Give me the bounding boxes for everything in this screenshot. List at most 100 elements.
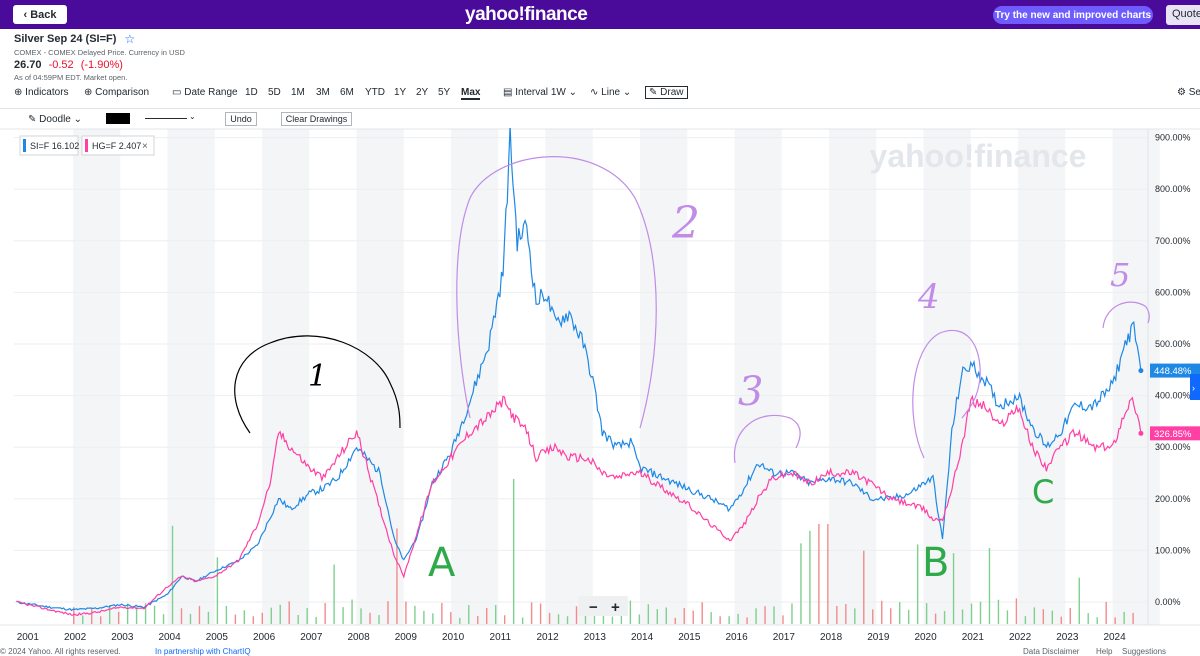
volume-bar	[423, 610, 425, 624]
x-tick-label: 2008	[347, 632, 370, 643]
volume-bar	[1078, 577, 1080, 624]
x-tick-label: 2019	[867, 632, 890, 643]
volume-bar	[441, 602, 443, 624]
volume-bar	[548, 612, 551, 624]
indicators-label: Indicators	[25, 87, 69, 98]
range-2y[interactable]: 2Y	[416, 87, 429, 98]
year-band	[545, 129, 593, 625]
volume-bar	[764, 606, 766, 624]
legend: SI=F 16.102 HG=F 2.407 ×	[19, 135, 155, 156]
chevron-down-icon: ⌄	[568, 87, 577, 98]
doodle-circle-5	[1102, 301, 1150, 329]
exchange-info: COMEX - COMEX Delayed Price. Currency in…	[14, 48, 185, 57]
volume-bar	[665, 607, 667, 624]
legend-si-swatch	[23, 139, 26, 152]
star-icon[interactable]: ☆	[124, 32, 136, 46]
annotation-label-3: 3	[738, 369, 763, 415]
volume-bar	[890, 608, 892, 624]
color-picker[interactable]	[106, 113, 130, 124]
plus-circle-icon: ⊕	[14, 87, 23, 98]
price-chart[interactable]: yahoo!finance 0.00% 100.00% 200.00% 300.00%…	[0, 128, 1200, 646]
volume-bar	[979, 601, 982, 624]
y-tick-label: 700.00%	[1155, 236, 1191, 246]
range-1m[interactable]: 1M	[291, 87, 305, 98]
partnership-link[interactable]: In partnership with ChartIQ	[155, 647, 251, 656]
range-5d[interactable]: 5D	[268, 87, 281, 98]
draw-button[interactable]: ✎ Draw	[645, 86, 688, 99]
volume-bar	[827, 524, 829, 624]
legend-hg-box[interactable]	[81, 135, 155, 156]
range-6m[interactable]: 6M	[340, 87, 354, 98]
x-tick-label: 2022	[1009, 632, 1032, 643]
volume-bar	[1006, 610, 1009, 624]
last-value-label: 326.85%	[1154, 429, 1192, 440]
chevron-left-icon: ‹	[23, 8, 28, 21]
y-tick-label: 400.00%	[1155, 391, 1191, 401]
try-new-charts-button[interactable]: Try the new and improved charts	[993, 6, 1153, 24]
volume-bar	[198, 605, 201, 624]
volume-bar	[575, 606, 578, 624]
clear-drawings-button[interactable]: Clear Drawings	[281, 112, 352, 126]
doodle-tool-select[interactable]: ✎ Doodle ⌄	[28, 114, 82, 125]
volume-bar	[1015, 598, 1018, 624]
settings-button[interactable]: ⚙ Se	[1177, 87, 1200, 98]
panel-expand-handle[interactable]	[1190, 374, 1200, 400]
gear-icon: ⚙	[1177, 87, 1186, 98]
volume-bar	[692, 610, 694, 624]
range-ytd[interactable]: YTD	[365, 87, 385, 98]
volume-bar	[674, 617, 676, 624]
interval-button[interactable]: ▤ Interval 1W ⌄	[503, 87, 577, 98]
date-range-label: Date Range	[184, 87, 238, 98]
back-label: Back	[30, 8, 57, 21]
series-endpoint	[1138, 368, 1144, 374]
close-icon[interactable]: ×	[142, 141, 148, 152]
volume-bar	[602, 611, 605, 624]
quote-button[interactable]: Quote	[1166, 5, 1200, 25]
legend-si-box[interactable]	[19, 135, 79, 156]
year-bands	[73, 129, 1160, 625]
volume-bar	[656, 609, 658, 624]
help-link[interactable]: Help	[1096, 647, 1113, 656]
chart-type-button[interactable]: ∿ Line ⌄	[590, 87, 631, 98]
comparison-button[interactable]: ⊕ Comparison	[84, 87, 149, 98]
volume-bar	[1132, 612, 1134, 624]
volume-bar	[629, 600, 632, 624]
zoom-out-button[interactable]: −	[589, 599, 598, 616]
volume-bar	[387, 601, 389, 624]
line-style-select[interactable]	[145, 118, 187, 119]
undo-button[interactable]: Undo	[225, 112, 257, 126]
range-3m[interactable]: 3M	[316, 87, 330, 98]
range-1d[interactable]: 1D	[245, 87, 258, 98]
doodle-circle-4	[912, 329, 981, 459]
range-1y[interactable]: 1Y	[394, 87, 407, 98]
volume-bar	[288, 601, 290, 624]
date-range-button[interactable]: ▭ Date Range	[172, 87, 238, 98]
volume-bar	[333, 564, 335, 624]
volume-bar	[468, 605, 470, 624]
year-band	[640, 129, 688, 625]
volume-bar	[495, 605, 497, 624]
volume-bar	[135, 607, 138, 624]
data-disclaimer-link[interactable]: Data Disclaimer	[1023, 647, 1080, 656]
chevron-down-icon[interactable]: ⌄	[189, 112, 196, 121]
volume-bar	[701, 602, 703, 624]
suggestions-link[interactable]: Suggestions	[1122, 647, 1167, 656]
doodle-annotations: 1 2 3 4 5 A B C	[234, 156, 1150, 586]
range-max[interactable]: Max	[461, 87, 481, 100]
last-value-label: 448.48%	[1154, 366, 1192, 377]
indicators-button[interactable]: ⊕ Indicators	[14, 87, 69, 98]
volume-bar	[234, 614, 237, 624]
yahoo-finance-logo[interactable]: yahoo!finance	[465, 4, 588, 25]
volume-bar	[521, 617, 524, 624]
volume-bar	[225, 605, 228, 624]
year-band	[451, 129, 499, 625]
quote-header: Silver Sep 24 (SI=F) ☆	[14, 32, 185, 46]
series-line-hg-f	[16, 394, 1142, 617]
back-button[interactable]: ‹ Back	[13, 5, 67, 24]
zoom-in-button[interactable]: +	[611, 599, 620, 616]
x-tick-label: 2015	[678, 632, 701, 643]
volume-bar	[683, 608, 685, 624]
volume-bar	[315, 616, 317, 624]
range-5y[interactable]: 5Y	[438, 87, 451, 98]
volume-bar	[1123, 611, 1125, 624]
